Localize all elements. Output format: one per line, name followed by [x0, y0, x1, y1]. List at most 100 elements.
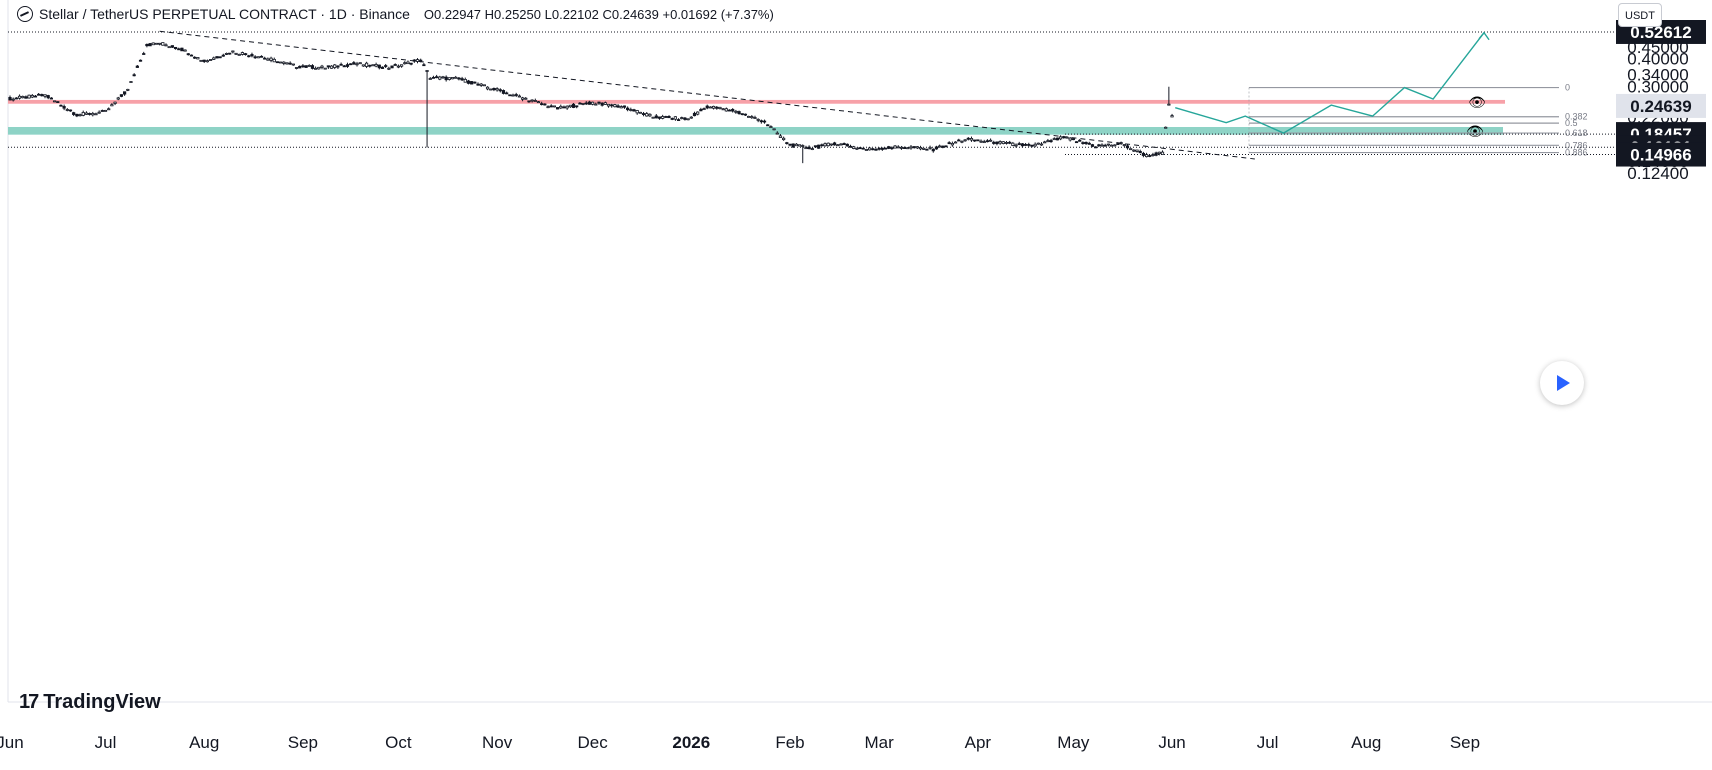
- candle: [928, 146, 932, 149]
- candle: [314, 67, 318, 70]
- fib-level-label: 0: [1565, 83, 1570, 93]
- candle: [17, 95, 22, 99]
- candle: [212, 57, 216, 60]
- candle: [960, 140, 964, 143]
- y-tick-label: 0.12400: [1627, 164, 1688, 183]
- candle: [1132, 149, 1136, 152]
- candle: [1129, 148, 1133, 151]
- candle: [540, 103, 544, 106]
- x-tick-label: Feb: [775, 733, 804, 752]
- candle: [1001, 141, 1005, 144]
- candle: [320, 65, 324, 68]
- candle: [368, 64, 372, 67]
- candle: [495, 88, 499, 91]
- candle: [231, 50, 235, 53]
- candle: [466, 80, 471, 84]
- candle: [1090, 144, 1095, 147]
- zone-resistance: [8, 99, 1505, 104]
- x-tick-label: Aug: [1351, 733, 1381, 752]
- candle: [419, 59, 423, 62]
- candle: [1084, 141, 1088, 144]
- candle: [199, 59, 203, 62]
- candle: [103, 109, 108, 112]
- tradingview-logo[interactable]: 17 TradingView: [19, 691, 161, 713]
- candle: [1068, 137, 1072, 141]
- candle: [75, 113, 79, 117]
- candle: [613, 104, 617, 108]
- candle: [377, 64, 381, 69]
- eye-icon: 👁: [1468, 94, 1486, 110]
- candle: [606, 103, 611, 107]
- candle: [1103, 144, 1107, 147]
- candle: [750, 116, 754, 119]
- candle: [193, 56, 197, 59]
- candle: [126, 88, 130, 91]
- candle: [880, 147, 884, 150]
- candle: [858, 147, 862, 150]
- candle: [1036, 142, 1040, 145]
- candle: [546, 106, 550, 109]
- candle: [743, 113, 748, 116]
- candle: [899, 146, 904, 149]
- candle: [269, 57, 273, 61]
- candle: [578, 102, 582, 105]
- candle: [170, 45, 174, 48]
- currency-unit-button[interactable]: USDT: [1618, 3, 1662, 27]
- candle: [1074, 141, 1079, 144]
- candle: [635, 110, 639, 114]
- descending-trendline: [159, 30, 1255, 160]
- candle: [399, 64, 404, 67]
- candle: [1081, 142, 1085, 144]
- play-replay-button[interactable]: [1540, 361, 1584, 405]
- candle: [119, 94, 124, 97]
- candle: [221, 54, 225, 57]
- candle: [524, 97, 528, 100]
- candle: [371, 64, 375, 67]
- candle: [374, 64, 378, 67]
- candle: [129, 81, 133, 83]
- candle: [673, 116, 677, 120]
- symbol-title[interactable]: Stellar / TetherUS PERPETUAL CONTRACT · …: [39, 6, 410, 22]
- candle: [724, 108, 728, 112]
- candle: [855, 147, 859, 150]
- candle: [648, 113, 652, 117]
- candle: [887, 146, 891, 149]
- ohlc-readout: O0.22947 H0.25250 L0.22102 C0.24639 +0.0…: [423, 6, 774, 22]
- stellar-logo-icon: [17, 6, 33, 22]
- candle: [263, 57, 267, 60]
- candle: [450, 77, 455, 80]
- candle: [772, 128, 776, 131]
- candle: [998, 141, 1002, 144]
- x-tick-label: Mar: [865, 733, 895, 752]
- candle: [619, 106, 623, 109]
- candle: [1033, 143, 1037, 147]
- candles-group: [8, 42, 1174, 164]
- candle: [568, 104, 572, 108]
- candle: [431, 76, 436, 79]
- candle: [1106, 143, 1110, 146]
- candle: [441, 76, 445, 79]
- candle: [705, 105, 709, 109]
- candle: [686, 118, 690, 121]
- candle: [985, 140, 989, 143]
- candle: [52, 100, 57, 103]
- candle: [762, 120, 767, 123]
- candle: [33, 95, 38, 98]
- candle: [454, 76, 458, 79]
- x-tick-label: Sep: [1450, 733, 1480, 752]
- candle: [100, 110, 104, 112]
- candle: [565, 105, 569, 109]
- candle: [877, 147, 881, 150]
- candle: [992, 141, 996, 144]
- candle: [552, 105, 557, 108]
- candle: [1164, 126, 1168, 129]
- x-tick-label: Oct: [385, 733, 412, 752]
- candle: [839, 143, 843, 146]
- x-tick-label: 2026: [672, 733, 710, 752]
- candle: [871, 148, 875, 151]
- x-tick-label: Jul: [1257, 733, 1279, 752]
- candle: [527, 100, 531, 103]
- y-tick-label: 0.30000: [1627, 78, 1688, 97]
- candle: [345, 64, 350, 67]
